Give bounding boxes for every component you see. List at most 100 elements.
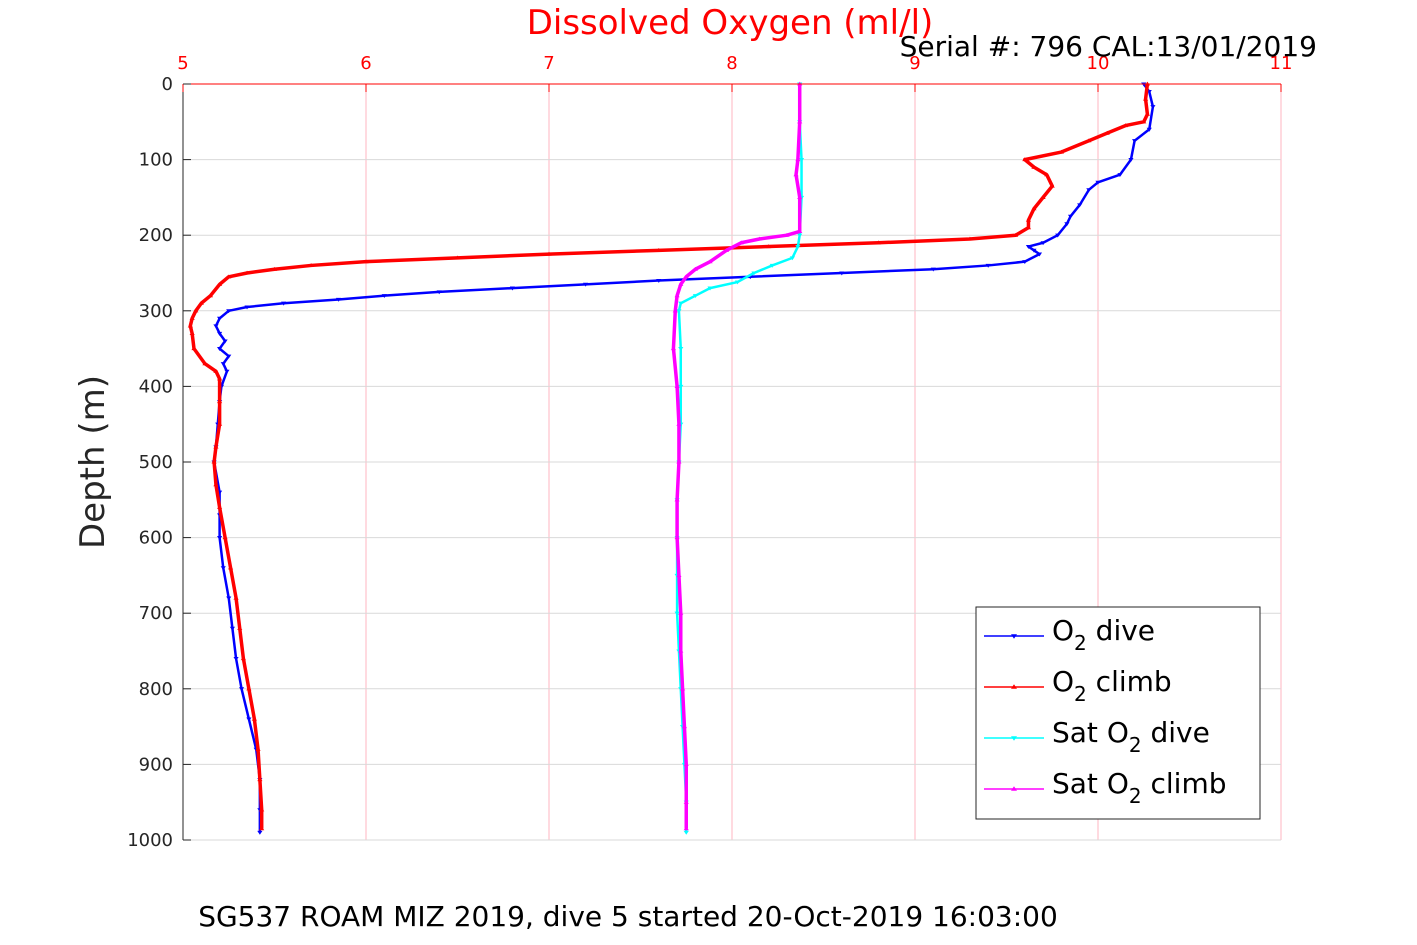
legend-swatch-marker <box>1011 786 1017 791</box>
series-line <box>675 84 803 833</box>
y-tick-label: 1000 <box>127 830 173 851</box>
series-point <box>1141 119 1147 124</box>
series-point <box>839 271 845 276</box>
series-point <box>769 263 775 268</box>
series-point <box>546 251 552 256</box>
x-tick-label: 8 <box>726 53 737 74</box>
series-point <box>227 565 234 570</box>
series-point <box>676 421 682 426</box>
series-point <box>583 282 589 287</box>
legend-label: O2 climb <box>1052 665 1172 706</box>
series-point <box>240 656 246 661</box>
series-point <box>692 266 698 271</box>
y-tick-label: 600 <box>139 528 173 549</box>
series-point <box>1031 206 1037 211</box>
series-point <box>678 282 684 286</box>
x-tick-label: 5 <box>177 53 188 74</box>
series-point <box>436 290 442 295</box>
series-point <box>217 376 223 381</box>
y-tick-label: 700 <box>139 603 173 624</box>
series-point <box>1086 188 1092 193</box>
y-tick-label: 900 <box>139 754 173 775</box>
series-point <box>220 566 226 571</box>
series-point <box>875 240 881 245</box>
series-point <box>683 799 689 804</box>
series-point <box>222 535 228 540</box>
legend-swatch-marker <box>1011 634 1017 639</box>
series-point <box>1031 164 1037 169</box>
x-tick-label: 10 <box>1087 53 1110 74</box>
series-point <box>676 459 682 464</box>
series-point <box>1049 183 1055 188</box>
series-point <box>1128 158 1134 162</box>
series-point <box>217 505 223 509</box>
y-tick-label: 0 <box>162 74 173 95</box>
series-point <box>674 293 680 298</box>
series-point <box>683 762 689 766</box>
series-point <box>683 274 689 279</box>
y-tick-label: 400 <box>139 376 173 397</box>
series-point <box>257 777 263 782</box>
series-point <box>795 157 801 162</box>
series-point <box>766 244 772 249</box>
legend-label: Sat O2 dive <box>1052 716 1210 757</box>
y-tick-label: 100 <box>139 150 173 171</box>
series-point <box>1144 111 1151 116</box>
y-tick-label: 200 <box>139 225 173 246</box>
series-point <box>784 232 790 237</box>
series-point <box>213 482 219 487</box>
legend-swatch-marker <box>1011 736 1017 741</box>
series-point <box>251 716 257 721</box>
series-point <box>213 324 219 329</box>
series-point <box>226 596 232 601</box>
series-point <box>1142 96 1149 101</box>
series-point <box>1150 105 1156 110</box>
series-point <box>226 309 232 314</box>
series-point <box>1117 173 1123 178</box>
series-point <box>217 316 223 321</box>
series-point <box>683 830 689 835</box>
series-point <box>224 369 230 374</box>
series-line <box>671 84 802 829</box>
series-point <box>670 346 677 351</box>
series-point <box>798 158 805 162</box>
y-axis-title: Depth (m) <box>73 375 113 549</box>
series-1 <box>187 81 1151 831</box>
series-point <box>255 746 261 751</box>
series-point <box>681 724 688 729</box>
series-point <box>1022 157 1028 162</box>
series-point <box>1025 217 1032 222</box>
series-point <box>678 347 684 351</box>
series-point <box>967 236 973 241</box>
series-point <box>930 267 936 272</box>
series-point <box>1104 130 1110 135</box>
series-point <box>220 362 226 367</box>
series-point <box>683 826 689 831</box>
y-tick-label: 300 <box>139 301 173 322</box>
series-point <box>237 625 243 630</box>
series-point <box>226 274 232 279</box>
series-point <box>257 830 263 835</box>
series-point <box>707 259 713 264</box>
series-point <box>1086 138 1092 143</box>
series-point <box>797 233 803 238</box>
series-point <box>217 399 223 404</box>
series-point <box>678 301 684 306</box>
series-point <box>723 247 730 252</box>
series-point <box>797 229 803 233</box>
series-point <box>789 256 795 261</box>
series-point <box>678 384 684 389</box>
series-point <box>1040 241 1046 246</box>
series-point <box>189 331 195 336</box>
series-point <box>509 286 515 291</box>
series-point <box>213 368 219 373</box>
series-point <box>207 293 214 298</box>
series-point <box>678 610 684 615</box>
series-point <box>1013 232 1019 237</box>
series-point <box>1067 214 1074 219</box>
series-point <box>222 339 228 344</box>
series-point <box>189 316 195 320</box>
series-point <box>213 444 219 449</box>
series-point <box>217 421 223 426</box>
